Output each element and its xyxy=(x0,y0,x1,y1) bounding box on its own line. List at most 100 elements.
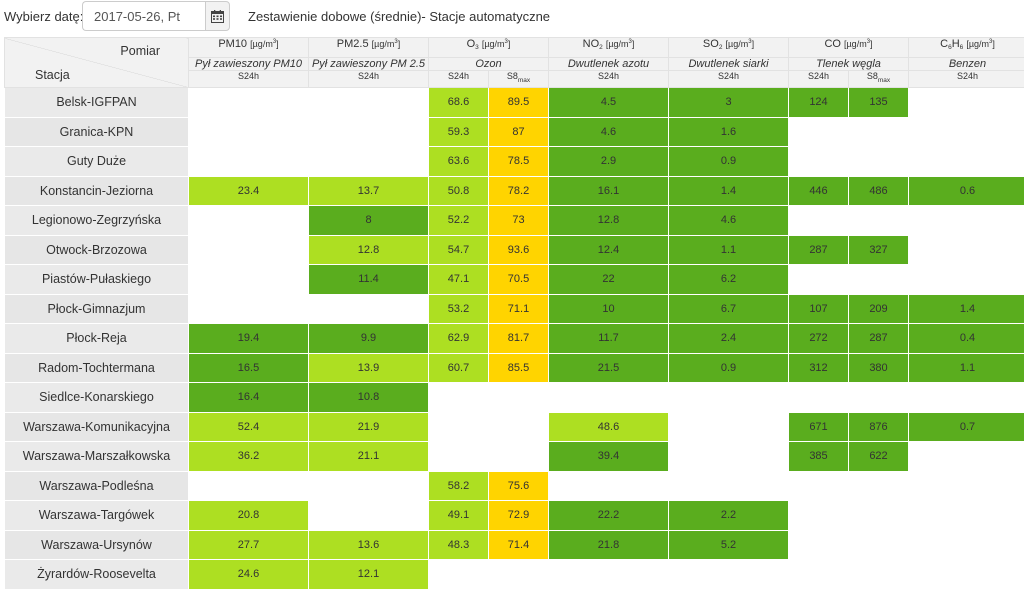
measurement-cell: 0.4 xyxy=(908,323,1024,354)
empty-cell xyxy=(908,264,1024,295)
measurement-cell: 21.8 xyxy=(548,529,669,560)
table-row: Warszawa-Marszałkowska 36.2 21.1 39.4 385 622 xyxy=(4,441,1024,472)
measurement-cell: 2.2 xyxy=(668,500,789,531)
measurement-cell: 2.9 xyxy=(548,146,669,177)
measurement-cell: 36.2 xyxy=(188,441,309,472)
station-name[interactable]: Otwock-Brzozowa xyxy=(4,234,189,265)
station-name[interactable]: Warszawa-Marszałkowska xyxy=(4,441,189,472)
measurement-cell: 135 xyxy=(848,87,909,118)
measurement-cell: 71.1 xyxy=(488,293,549,324)
measurement-cell: 60.7 xyxy=(428,352,489,383)
empty-cell xyxy=(188,205,309,236)
calendar-icon xyxy=(211,9,224,23)
measurement-cell: 16.1 xyxy=(548,175,669,206)
station-name[interactable]: Siedlce-Konarskiego xyxy=(4,382,189,413)
measurement-cell: 0.9 xyxy=(668,352,789,383)
empty-cell xyxy=(788,382,849,413)
station-name[interactable]: Guty Duże xyxy=(4,146,189,177)
station-name[interactable]: Belsk-IGFPAN xyxy=(4,87,189,118)
pollutant-header: NO2 [µg/m3] xyxy=(548,37,669,58)
measurement-cell: 12.8 xyxy=(548,205,669,236)
measurement-cell: 68.6 xyxy=(428,87,489,118)
aggregation-label: S24h xyxy=(548,70,669,88)
measurement-cell: 58.2 xyxy=(428,470,489,501)
station-name[interactable]: Konstancin-Jeziorna xyxy=(4,175,189,206)
empty-cell xyxy=(788,470,849,501)
measurement-cell: 49.1 xyxy=(428,500,489,531)
empty-cell xyxy=(788,116,849,147)
measurement-cell: 876 xyxy=(848,411,909,442)
measurement-cell: 1.1 xyxy=(668,234,789,265)
empty-cell xyxy=(548,382,669,413)
pollutant-description: Ozon xyxy=(428,57,549,71)
empty-cell xyxy=(788,146,849,177)
station-name[interactable]: Warszawa-Ursynów xyxy=(4,529,189,560)
measurement-cell: 3 xyxy=(668,87,789,118)
table-row: Legionowo-Zegrzyńska 8 52.2 73 12.8 4.6 xyxy=(4,205,1024,236)
measurement-cell: 63.6 xyxy=(428,146,489,177)
measurement-cell: 12.4 xyxy=(548,234,669,265)
measurement-cell: 385 xyxy=(788,441,849,472)
aggregation-label: S24h xyxy=(788,70,849,88)
table-row: Otwock-Brzozowa 12.8 54.7 93.6 12.4 1.1 287 327 xyxy=(4,234,1024,265)
measurement-cell: 1.6 xyxy=(668,116,789,147)
measurement-cell: 62.9 xyxy=(428,323,489,354)
unit-label: [µg/m3] xyxy=(725,39,755,49)
empty-cell xyxy=(848,500,909,531)
pollutant-name: PM2.5 xyxy=(336,38,369,50)
measurement-cell: 1.1 xyxy=(908,352,1024,383)
table-row: Żyrardów-Roosevelta 24.6 12.1 xyxy=(4,559,1024,590)
empty-cell xyxy=(428,441,489,472)
empty-cell xyxy=(908,470,1024,501)
table-row: Płock-Reja 19.4 9.9 62.9 81.7 11.7 2.4 272 287 0.… xyxy=(4,323,1024,354)
measurement-cell: 312 xyxy=(788,352,849,383)
measurement-cell: 11.7 xyxy=(548,323,669,354)
station-name[interactable]: Płock-Gimnazjum xyxy=(4,293,189,324)
station-name[interactable]: Legionowo-Zegrzyńska xyxy=(4,205,189,236)
station-name[interactable]: Warszawa-Komunikacyjna xyxy=(4,411,189,442)
empty-cell xyxy=(668,470,789,501)
measurement-cell: 21.9 xyxy=(308,411,429,442)
unit-label: [µg/m3] xyxy=(844,39,873,49)
station-name[interactable]: Piastów-Pułaskiego xyxy=(4,264,189,295)
aggregation-label: S24h xyxy=(308,70,429,88)
measurement-cell: 124 xyxy=(788,87,849,118)
empty-cell xyxy=(488,382,549,413)
table-row: Płock-Gimnazjum 53.2 71.1 10 6.7 107 209 1.4 xyxy=(4,293,1024,324)
measurement-cell: 20.8 xyxy=(188,500,309,531)
station-name[interactable]: Granica-KPN xyxy=(4,116,189,147)
station-name[interactable]: Warszawa-Targówek xyxy=(4,500,189,531)
measurement-cell: 19.4 xyxy=(188,323,309,354)
date-input[interactable] xyxy=(82,1,205,31)
empty-cell xyxy=(308,146,429,177)
empty-cell xyxy=(788,529,849,560)
empty-cell xyxy=(908,559,1024,590)
empty-cell xyxy=(908,87,1024,118)
table-corner-header: Pomiar Stacja xyxy=(4,37,189,88)
pollutant-header: SO2 [µg/m3] xyxy=(668,37,789,58)
measurement-cell: 39.4 xyxy=(548,441,669,472)
station-name[interactable]: Warszawa-Podleśna xyxy=(4,470,189,501)
table-row: Warszawa-Podleśna 58.2 75.6 xyxy=(4,470,1024,501)
pollutant-description: Pył zawieszony PM10 xyxy=(188,57,309,71)
measurement-cell: 209 xyxy=(848,293,909,324)
empty-cell xyxy=(908,146,1024,177)
measurement-cell: 22.2 xyxy=(548,500,669,531)
measurement-cell: 10.8 xyxy=(308,382,429,413)
measurement-cell: 81.7 xyxy=(488,323,549,354)
aggregation-label: S24h xyxy=(428,70,489,88)
measurement-cell: 287 xyxy=(848,323,909,354)
pollutant-header: PM2.5 [µg/m3] xyxy=(308,37,429,58)
station-name[interactable]: Żyrardów-Roosevelta xyxy=(4,559,189,590)
empty-cell xyxy=(908,205,1024,236)
station-name[interactable]: Płock-Reja xyxy=(4,323,189,354)
measurement-cell: 24.6 xyxy=(188,559,309,590)
empty-cell xyxy=(488,559,549,590)
empty-cell xyxy=(908,529,1024,560)
aggregation-label: S24h xyxy=(908,70,1024,88)
measurement-cell: 89.5 xyxy=(488,87,549,118)
calendar-button[interactable] xyxy=(205,1,230,31)
empty-cell xyxy=(848,116,909,147)
pollutant-name: NO xyxy=(582,38,600,50)
station-name[interactable]: Radom-Tochtermana xyxy=(4,352,189,383)
